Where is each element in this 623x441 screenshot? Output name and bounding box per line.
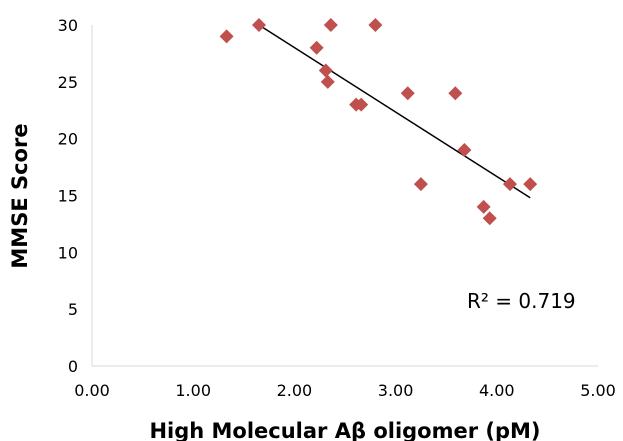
data-point — [251, 18, 266, 32]
r-squared-annotation: R² = 0.719 — [467, 289, 576, 313]
x-tick-label: 5.00 — [580, 381, 616, 400]
y-tick-label: 0 — [68, 357, 78, 376]
data-point — [482, 211, 497, 226]
y-tick-label: 25 — [58, 73, 78, 92]
x-tick-label: 0.00 — [74, 381, 110, 400]
data-point — [309, 40, 324, 55]
data-point — [400, 86, 415, 101]
y-tick-labels: 0 5 10 15 20 25 30 — [58, 16, 78, 376]
data-point — [457, 143, 472, 158]
data-point — [523, 177, 538, 192]
x-tick-label: 2.00 — [277, 381, 313, 400]
data-point — [219, 29, 234, 44]
y-tick-label: 30 — [58, 16, 78, 35]
x-tick-label: 4.00 — [479, 381, 515, 400]
data-point — [354, 97, 369, 112]
y-tick-label: 15 — [58, 187, 78, 206]
data-point — [323, 18, 338, 32]
trendline-group — [258, 24, 531, 199]
data-points — [219, 18, 538, 226]
y-axis-title: MMSE Score — [8, 123, 32, 268]
y-tick-label: 5 — [68, 300, 78, 319]
axes — [91, 25, 598, 367]
x-tick-label: 1.00 — [175, 381, 211, 400]
x-axis-title: High Molecular Aβ oligomer (pM) — [149, 419, 540, 441]
y-tick-label: 20 — [58, 130, 78, 149]
data-point — [413, 177, 428, 192]
x-tick-labels: 0.00 1.00 2.00 3.00 4.00 5.00 — [74, 381, 616, 400]
data-point — [502, 177, 517, 192]
data-point — [368, 18, 383, 32]
data-point — [448, 86, 463, 101]
data-point — [318, 63, 333, 78]
y-tick-label: 10 — [58, 243, 78, 262]
data-point — [320, 74, 335, 89]
linear-trendline — [258, 24, 531, 199]
data-point — [476, 199, 491, 214]
x-tick-label: 3.00 — [378, 381, 414, 400]
